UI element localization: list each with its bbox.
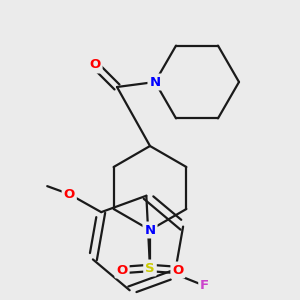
Text: O: O	[116, 263, 128, 277]
Text: N: N	[144, 224, 156, 236]
Text: O: O	[89, 58, 100, 71]
Text: O: O	[172, 263, 184, 277]
Text: S: S	[145, 262, 155, 275]
Text: F: F	[200, 279, 209, 292]
Text: O: O	[64, 188, 75, 201]
Text: N: N	[149, 76, 161, 88]
